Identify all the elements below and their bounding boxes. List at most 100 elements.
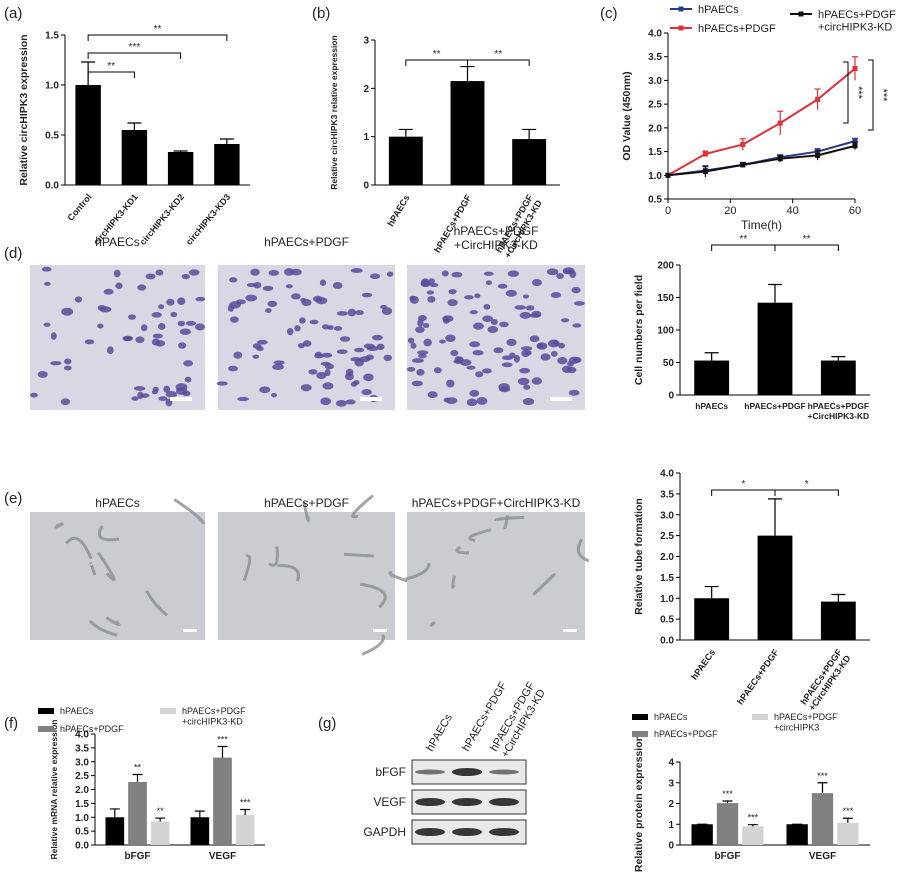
cell [501, 362, 513, 368]
cell [233, 351, 243, 359]
x-axis-label: Time(h) [741, 218, 782, 232]
cell [335, 400, 347, 407]
tube-image [218, 512, 395, 640]
tube [361, 634, 385, 656]
tube [105, 616, 121, 627]
cell [135, 336, 145, 344]
cell [569, 270, 577, 279]
x-tick-label: circHIPK3-KD2 [138, 192, 186, 247]
cell [166, 298, 175, 306]
error-bar [831, 593, 846, 602]
cell [556, 273, 564, 280]
tube [96, 551, 116, 581]
cell [376, 343, 385, 351]
cell [229, 277, 238, 283]
legend-swatch [38, 708, 54, 714]
y-tick-label: 3.0 [648, 76, 662, 87]
x-tick-label: hPAECs+PDGF [744, 401, 805, 411]
protein-label: VEGF [373, 795, 406, 809]
cell [499, 321, 509, 328]
cell [308, 369, 318, 375]
legend-label: hPAECs+PDGF [698, 23, 776, 35]
cell [170, 311, 178, 318]
error-bar [842, 817, 853, 823]
cell [151, 312, 162, 318]
error-bar [194, 810, 205, 818]
significance-label: *** [217, 734, 228, 744]
y-tick-label: 0.5 [45, 131, 59, 142]
tube [359, 582, 387, 609]
cell [320, 361, 331, 366]
cell [262, 285, 274, 291]
significance-bracket [87, 52, 182, 59]
legend-marker [798, 11, 804, 17]
cell [137, 391, 144, 400]
cell [185, 320, 197, 326]
cell [361, 389, 372, 396]
cell [115, 282, 123, 289]
cell [417, 319, 424, 327]
cell [155, 340, 166, 347]
cell [469, 341, 481, 348]
band [415, 798, 445, 806]
error-bar [155, 817, 166, 822]
significance-bracket [711, 489, 776, 496]
significance-bracket [467, 59, 530, 66]
y-tick-label: 4.0 [660, 469, 674, 480]
error-bar [522, 128, 537, 140]
cell [415, 326, 425, 333]
scale-bar [183, 629, 197, 632]
band [489, 798, 519, 806]
panel-label: (e) [4, 490, 22, 507]
error-bar [460, 65, 475, 82]
cell [447, 299, 458, 307]
x-tick-label: hPAECs+PDGF+CircHIPK3-KD [798, 647, 852, 713]
y-tick-label: 0.5 [648, 195, 662, 206]
y-axis-label: Relative protein expression [633, 735, 645, 872]
cell [466, 365, 476, 370]
y-tick-label: 2.0 [648, 123, 662, 134]
significance-label: ** [803, 234, 811, 245]
y-tick-label: 1.5 [660, 573, 674, 584]
cell [371, 334, 383, 341]
error-bar [704, 352, 719, 361]
y-tick-label: 100 [657, 326, 674, 337]
cell [561, 365, 572, 373]
x-tick-label: hPAECs [695, 401, 728, 411]
cell [152, 333, 163, 339]
cell [493, 347, 504, 354]
cell [446, 379, 455, 388]
cell [106, 346, 114, 355]
data-point [852, 143, 858, 149]
cell [268, 269, 280, 276]
cell [547, 339, 560, 348]
cell [74, 296, 83, 303]
bar [105, 817, 125, 845]
cell [558, 342, 566, 349]
cell [250, 268, 260, 276]
cell [252, 343, 262, 349]
tube [268, 546, 279, 567]
cell [267, 300, 278, 307]
migration-image [407, 265, 585, 410]
cell [507, 270, 520, 277]
y-tick-label: 3.5 [75, 743, 89, 754]
y-tick-label: 1 [363, 132, 369, 143]
series-line [667, 67, 856, 177]
y-tick-label: 2 [363, 84, 369, 95]
cell [103, 288, 114, 295]
cell [332, 282, 343, 289]
cell [253, 281, 262, 289]
cell [523, 384, 531, 390]
cell [505, 289, 517, 297]
tube [88, 619, 118, 637]
cell [416, 368, 425, 376]
y-tick-label: 4.0 [75, 730, 89, 741]
cell [179, 328, 191, 335]
cell [361, 292, 373, 298]
legend-label: hPAECs [60, 706, 94, 716]
significance-label: *** [877, 89, 889, 103]
tube [97, 525, 120, 542]
x-tick-label: circHIPK3-KD3 [184, 192, 232, 247]
y-tick-label: 3 [363, 36, 369, 47]
